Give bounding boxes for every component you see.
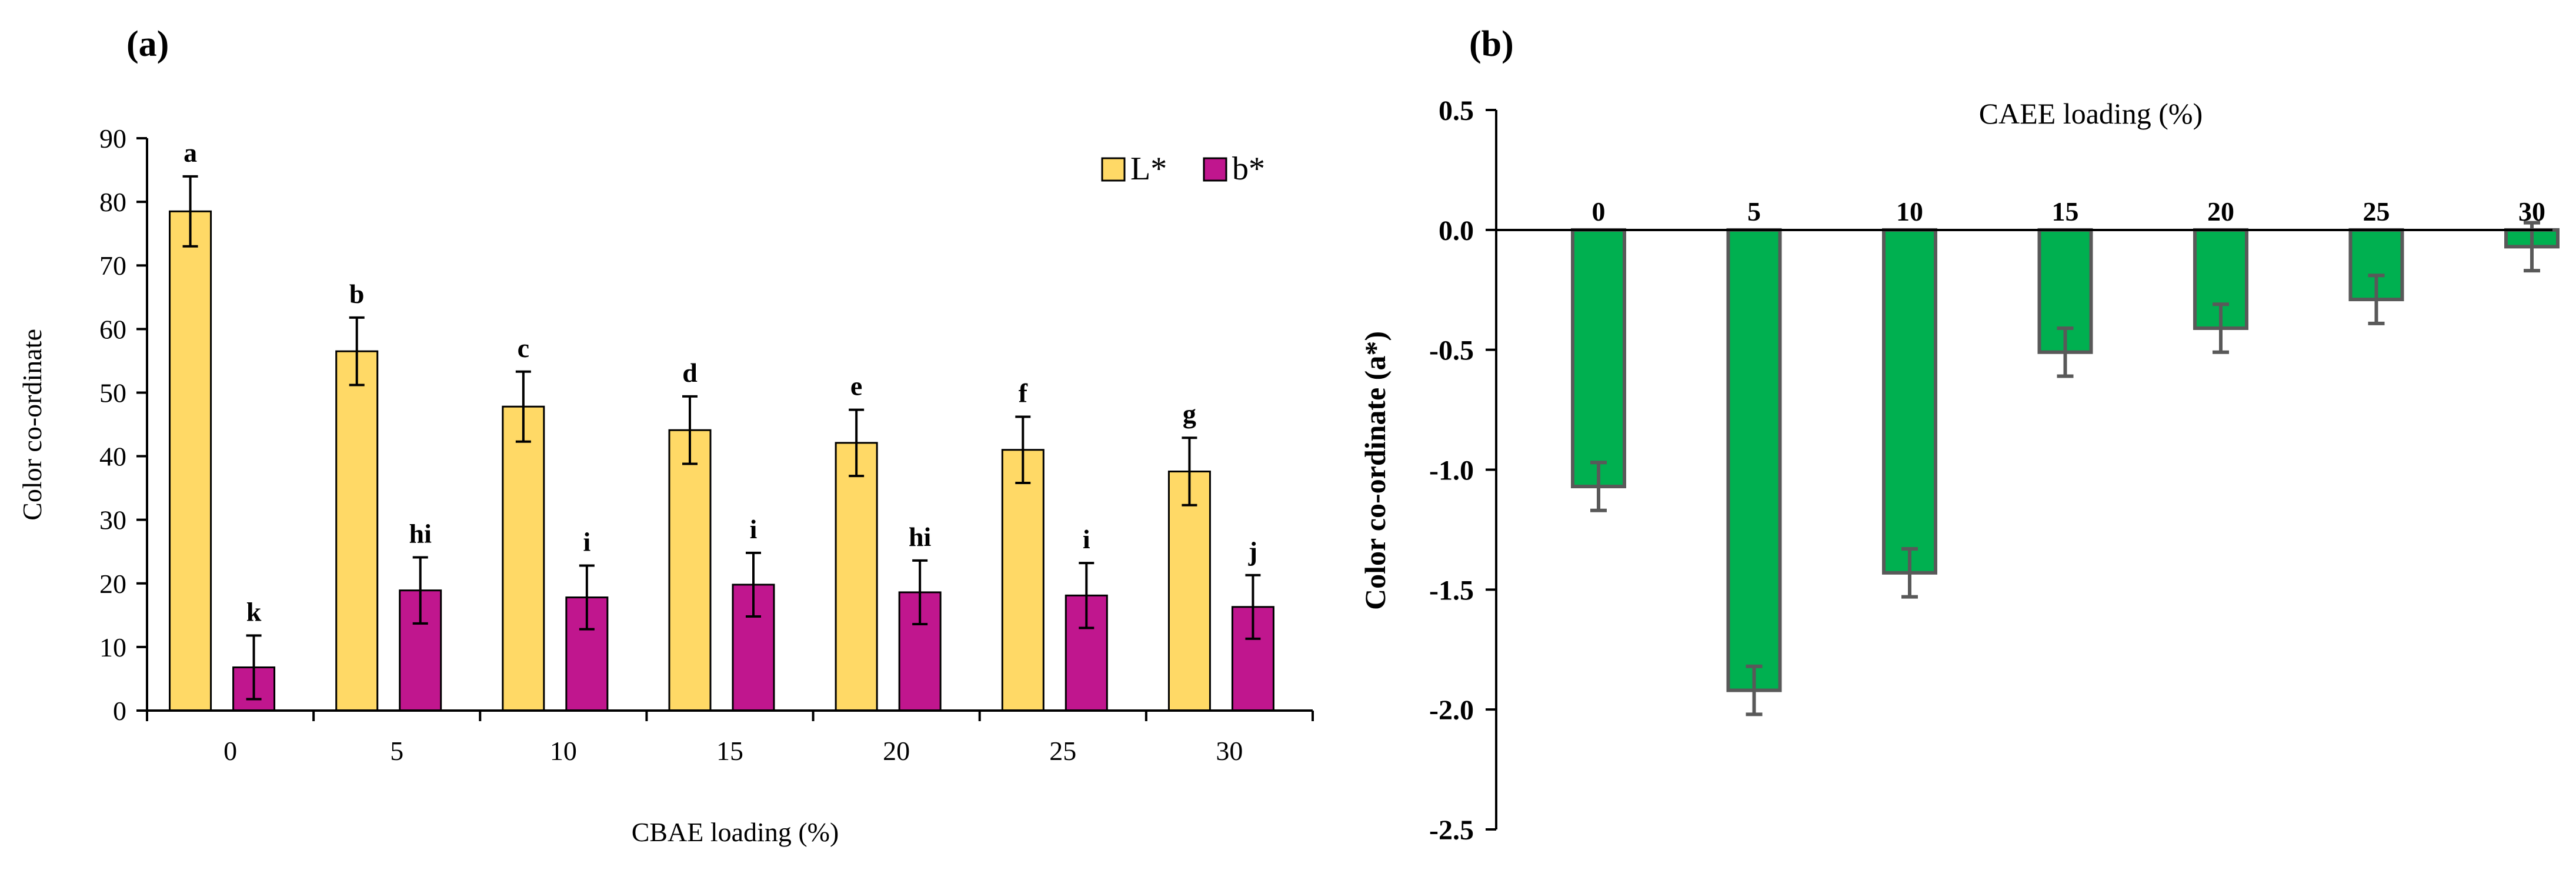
significance-letter: e: [850, 371, 862, 401]
x-tick-label: 10: [550, 736, 577, 766]
y-tick-label: 0: [113, 696, 126, 726]
chart-a-x-axis-label: CBAE loading (%): [632, 817, 839, 847]
chart-a-y-ticks: 0 10 20 30 40 50 60 70 80 90: [99, 124, 147, 726]
significance-letter: k: [246, 596, 262, 626]
bar-L-0: [169, 210, 212, 712]
chart-b: CAEE loading (%) Color co-ordinate (a*) …: [1359, 95, 2560, 846]
panel-b-label: (b): [1469, 24, 1514, 64]
x-tick-label: 0: [223, 736, 237, 766]
bar-a-5: [1726, 228, 1782, 692]
significance-letter: d: [682, 358, 698, 388]
y-tick-label: 20: [99, 569, 126, 599]
legend-label-l: L*: [1130, 151, 1167, 187]
bar-L-15: [668, 429, 712, 712]
significance-letter: a: [183, 138, 197, 168]
significance-letter: i: [583, 527, 590, 557]
chart-b-y-axis-label: Color co-ordinate (a*): [1359, 331, 1392, 610]
bar-L-10: [502, 405, 545, 712]
significance-letter: i: [750, 514, 758, 544]
y-tick-label: 60: [99, 314, 126, 344]
y-tick-label: 50: [99, 378, 126, 408]
bar-a-0: [1571, 228, 1626, 489]
significance-letter: i: [1083, 524, 1090, 554]
y-tick-label: 40: [99, 442, 126, 472]
y-tick-label: 0.5: [1439, 95, 1474, 126]
y-tick-label: -2.0: [1429, 695, 1474, 726]
x-tick-label: 30: [2518, 196, 2545, 226]
y-tick-label: -2.5: [1429, 815, 1474, 846]
panel-a-label: (a): [126, 24, 169, 64]
significance-letter: j: [1248, 536, 1257, 566]
x-tick-label: 30: [1216, 736, 1243, 766]
x-tick-label: 5: [1747, 196, 1761, 226]
y-tick-label: 30: [99, 505, 126, 535]
y-tick-label: -0.5: [1429, 335, 1474, 366]
significance-letter: hi: [909, 522, 932, 552]
bar-a-10: [1882, 228, 1937, 575]
bar-L-30: [1167, 471, 1211, 712]
legend-swatch-b: [1203, 157, 1227, 182]
chart-a-bars: a k b hi c i d i e hi f i g j: [169, 138, 1274, 712]
chart-b-y-ticks: 0.5 0.0 -0.5 -1.0 -1.5 -2.0 -2.5: [1429, 95, 1496, 846]
y-tick-label: 70: [99, 251, 126, 281]
y-tick-label: 80: [99, 187, 126, 217]
bar-a-25: [2348, 228, 2404, 302]
legend-swatch-l: [1101, 157, 1126, 182]
y-tick-label: 0.0: [1439, 215, 1474, 246]
y-tick-label: 90: [99, 124, 126, 154]
x-tick-label: 5: [390, 736, 403, 766]
chart-a-x-ticks: 0 5 10 15 20 25 30: [146, 711, 1314, 766]
chart-a: a k b hi c i d i e hi f i g j 0 10 20 30 40 50 60 70 80 90 0 5 1…: [17, 124, 1314, 847]
bar-L-5: [335, 350, 379, 712]
bar-L-20: [835, 442, 878, 712]
significance-letter: hi: [409, 518, 432, 548]
x-tick-label: 20: [883, 736, 910, 766]
significance-letter: g: [1183, 399, 1196, 429]
bar-L-25: [1001, 449, 1045, 712]
chart-a-y-axis-label: Color co-ordinate: [17, 329, 47, 521]
y-tick-label: -1.0: [1429, 455, 1474, 486]
legend-label-b: b*: [1232, 151, 1265, 187]
chart-a-legend: L* b*: [1101, 151, 1265, 187]
x-tick-label: 0: [1592, 196, 1606, 226]
chart-b-x-ticks: 0 5 10 15 20 25 30: [1592, 196, 2546, 226]
x-tick-label: 10: [1896, 196, 1923, 226]
significance-letter: f: [1019, 378, 1028, 408]
y-tick-label: -1.5: [1429, 575, 1474, 606]
significance-letter: b: [349, 279, 365, 309]
chart-b-bars: [1571, 221, 2560, 716]
x-tick-label: 20: [2207, 196, 2234, 226]
x-tick-label: 15: [716, 736, 743, 766]
x-tick-label: 25: [1049, 736, 1076, 766]
y-tick-label: 10: [99, 632, 126, 662]
x-tick-label: 15: [2052, 196, 2079, 226]
chart-b-x-axis-label: CAEE loading (%): [1979, 97, 2203, 130]
x-tick-label: 25: [2363, 196, 2390, 226]
significance-letter: c: [518, 333, 529, 363]
